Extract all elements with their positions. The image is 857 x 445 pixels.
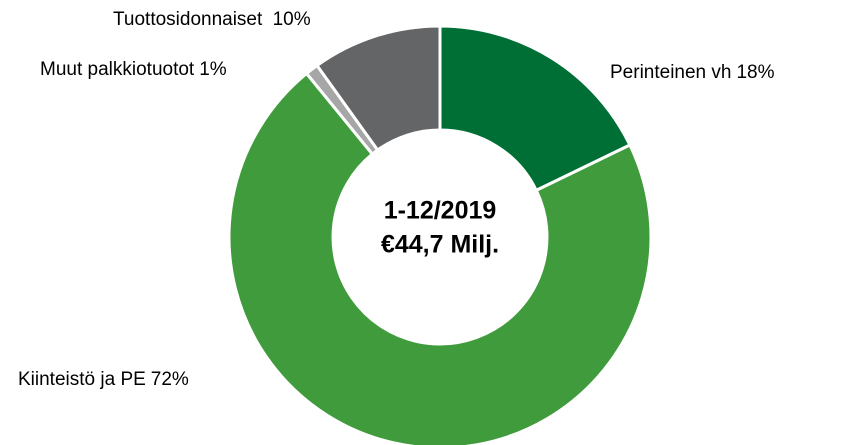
slice-label: Tuottosidonnaiset 10% (113, 9, 311, 30)
category-name: Muut palkkiotuotot (40, 59, 195, 80)
center-label: €44,7 Milj. (381, 231, 499, 259)
slice-label: Perinteinen vh 18% (610, 62, 775, 83)
value-label: 1% (199, 59, 227, 80)
category-name: Perinteinen vh (610, 62, 731, 83)
value-label: 10% (273, 9, 311, 30)
slice (314, 24, 442, 153)
category-name: Tuottosidonnaiset (113, 9, 268, 30)
slice (227, 71, 653, 445)
slice-label: Muut palkkiotuotot 1% (40, 59, 227, 80)
value-label: 72% (151, 369, 189, 390)
center-label: 1-12/2019 (384, 197, 497, 225)
donut (227, 24, 653, 445)
slice-label: Kiinteistö ja PE 72% (18, 369, 189, 390)
slice (438, 24, 632, 193)
category-name: Kiinteistö ja PE (18, 369, 146, 390)
value-label: 18% (736, 62, 774, 83)
